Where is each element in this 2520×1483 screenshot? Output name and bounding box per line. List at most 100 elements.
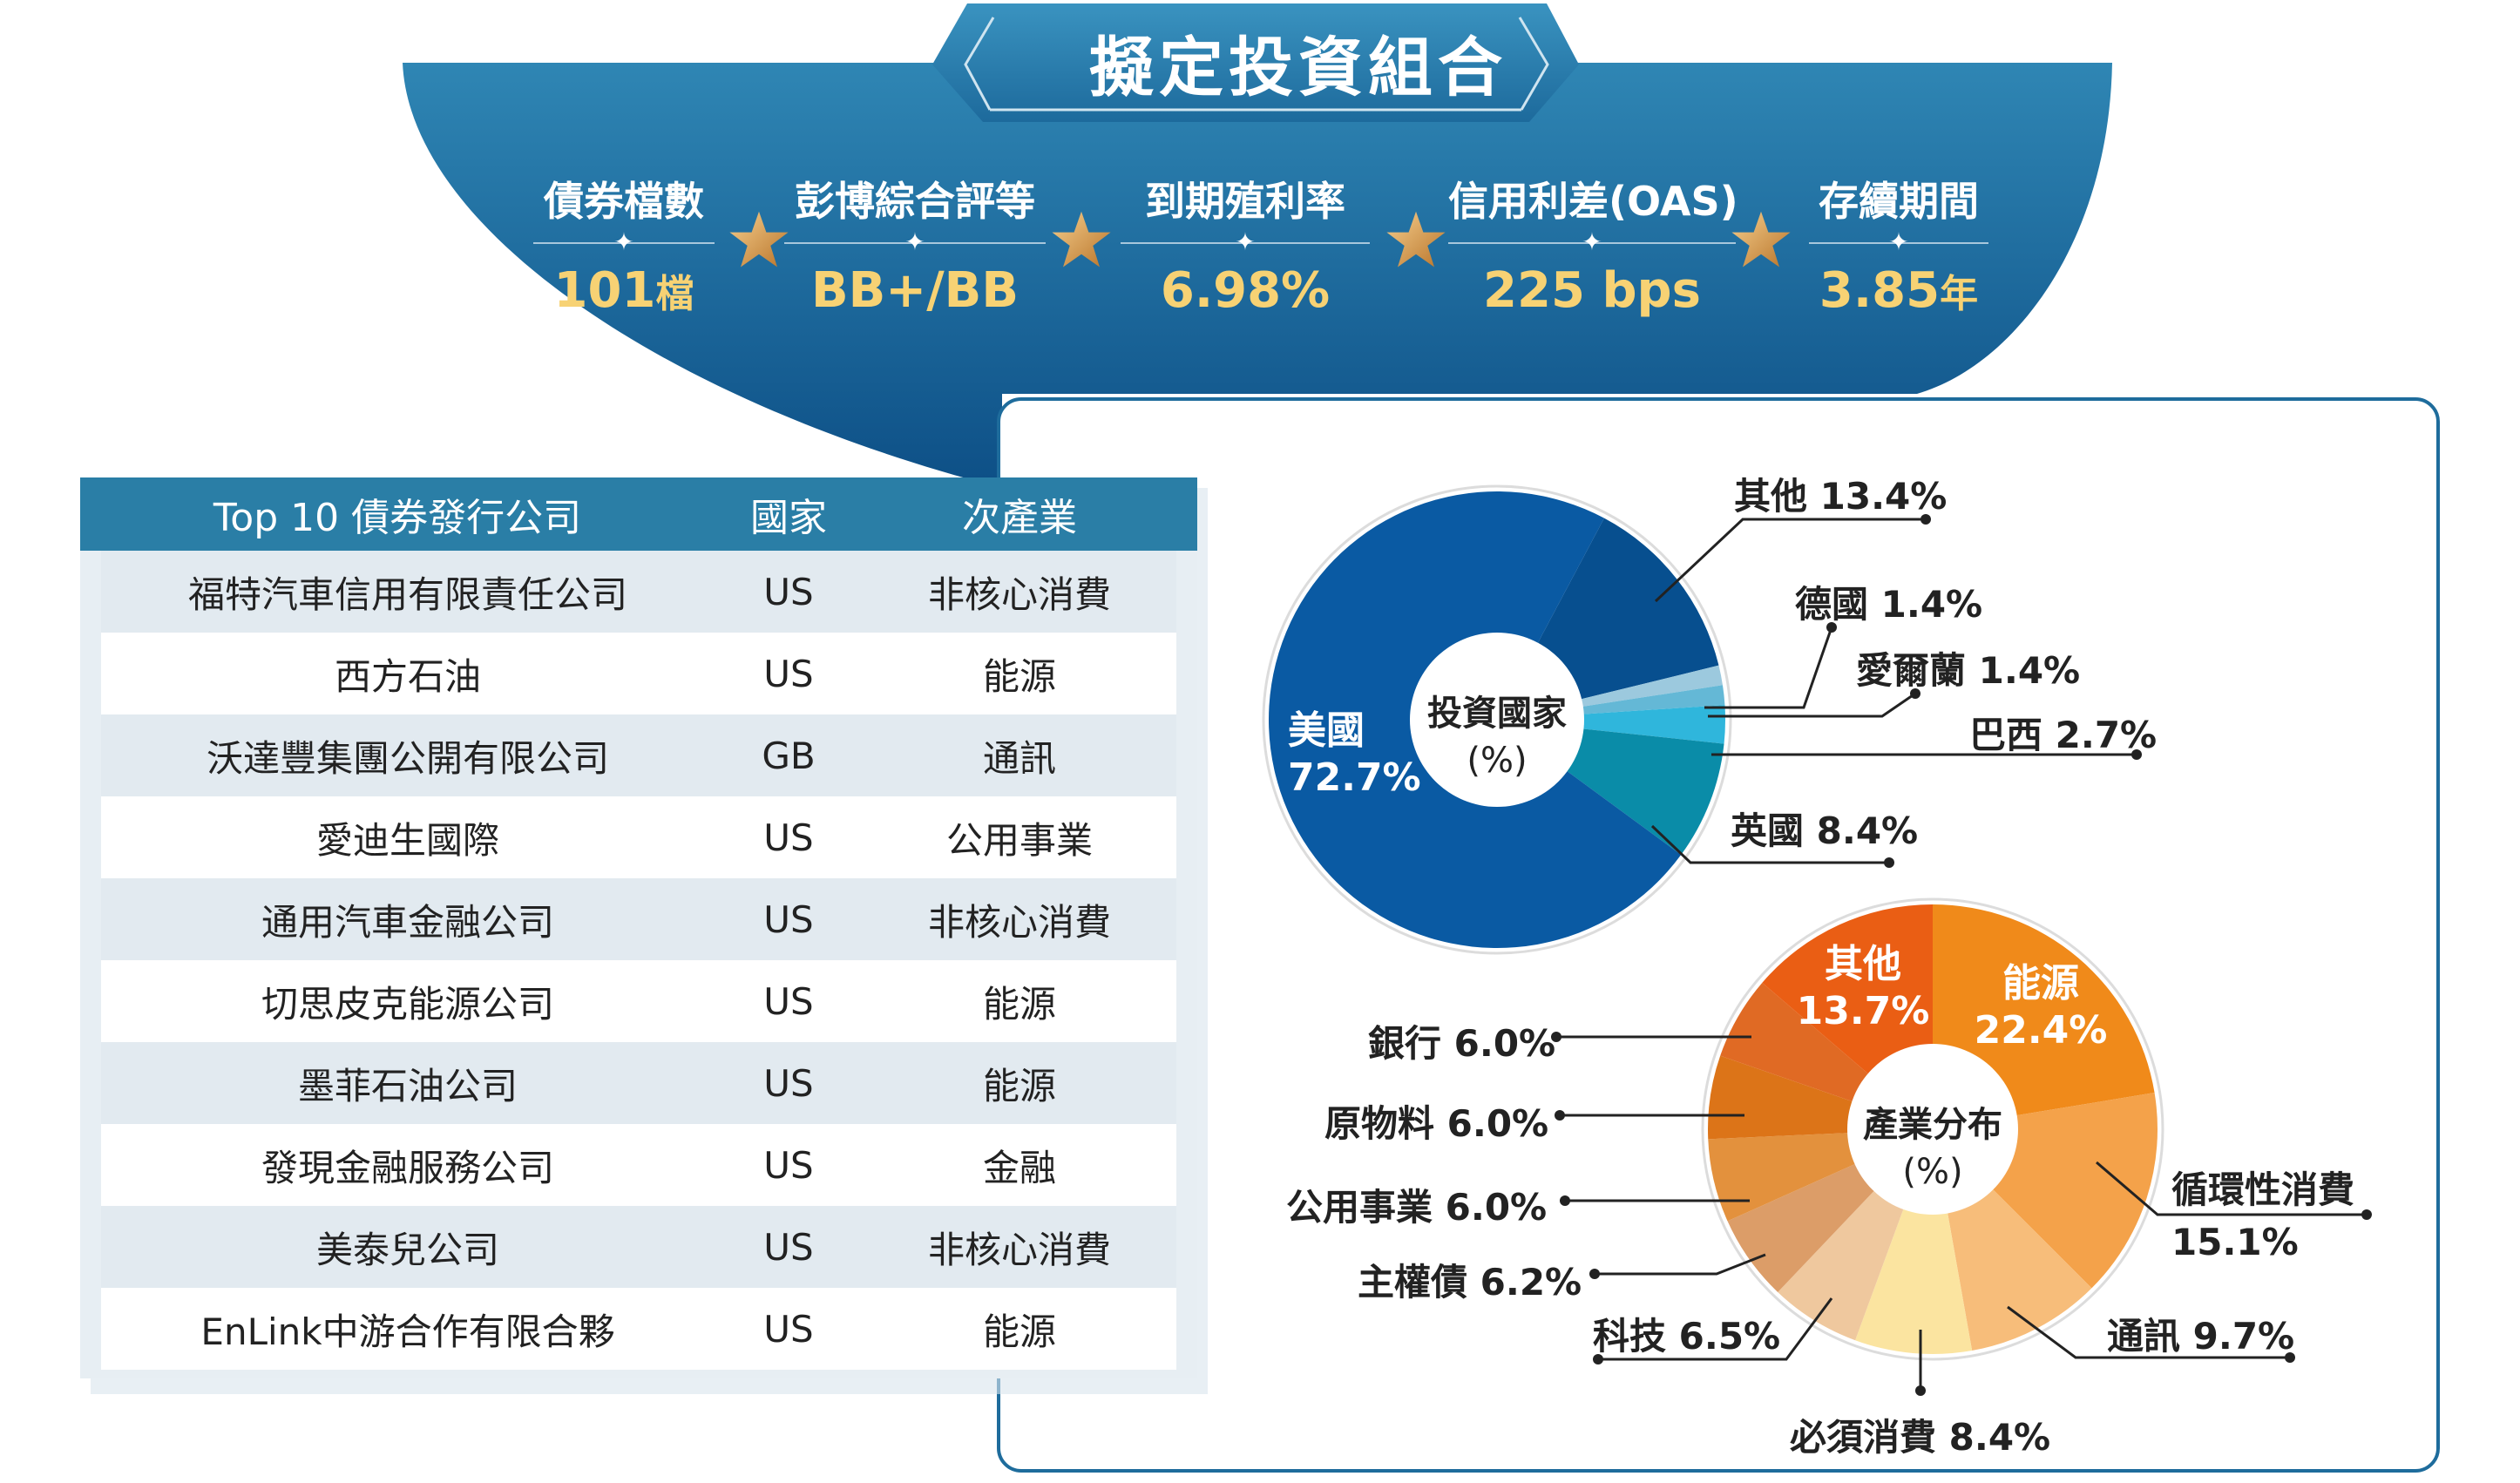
stat-value: 225 bps	[1483, 262, 1701, 319]
table-row: 愛迪生國際 US 公用事業	[101, 796, 1176, 878]
cell-company: 沃達豐集團公開有限公司	[206, 736, 609, 780]
cell-country: US	[763, 1143, 814, 1187]
stat-yield: 到期殖利率 ✦ 6.98%	[1121, 171, 1370, 326]
sparkle-icon: ✦	[904, 227, 925, 256]
leader-lines	[1551, 514, 2372, 1396]
leader-brazil-dot	[2131, 749, 2142, 760]
slice-label-ireland: 愛爾蘭 1.4%	[1856, 649, 2081, 692]
slice-label-technology: 科技 6.5%	[1593, 1315, 1781, 1358]
slice-label-communications: 通訊 9.7%	[2107, 1315, 2295, 1358]
stat-value: BB+/BB	[810, 262, 1020, 319]
cell-sector: 非核心消費	[927, 900, 1111, 944]
column-header: 次產業	[962, 496, 1077, 540]
cell-company: 切思皮克能源公司	[261, 982, 554, 1026]
stat-value: 3.85年	[1819, 262, 1979, 319]
cell-country: US	[763, 816, 814, 859]
leader-communications-dot	[2285, 1352, 2295, 1363]
cell-country: US	[763, 570, 814, 613]
cell-sector: 能源	[982, 1064, 1056, 1107]
stat-duration: 存續期間 ✦ 3.85年	[1809, 171, 1988, 326]
leader-other-dot	[1920, 514, 1931, 525]
leader-consumer-cyclical-dot	[2361, 1209, 2372, 1220]
cell-sector: 能源	[982, 982, 1056, 1026]
country-pie	[1262, 484, 1732, 955]
slice-label-energy: 能源 22.4%	[1974, 961, 2108, 1053]
slice-label-consumer-cyclical: 循環性消費 15.1%	[2171, 1168, 2355, 1263]
table-row: 美泰兒公司 US 非核心消費	[101, 1206, 1176, 1288]
stat-value: 6.98%	[1160, 262, 1331, 319]
cell-country: GB	[762, 734, 816, 777]
industry-pie-center-label: 產業分布 (%)	[1863, 1105, 2002, 1192]
stat-label: 到期殖利率	[1145, 178, 1345, 225]
leader-technology-dot	[1593, 1354, 1603, 1364]
slice-label-banking: 銀行 6.0%	[1368, 1022, 1556, 1065]
cell-country: US	[763, 1307, 814, 1351]
cell-sector: 能源	[982, 654, 1056, 698]
stat-bond-count: 債券檔數 ✦ 101檔	[533, 171, 715, 326]
leader-communications	[2007, 1305, 2290, 1359]
table-row: EnLink中游合作有限合夥 US 能源	[101, 1288, 1176, 1370]
stat-divider: ✦	[784, 230, 1046, 254]
cell-sector: 能源	[982, 1310, 1056, 1353]
stat-rating: 彭博綜合評等 ✦ BB+/BB	[784, 171, 1046, 326]
slice-label-sovereign: 主權債 6.2%	[1358, 1261, 1582, 1304]
slice-label-utilities: 公用事業 6.0%	[1286, 1186, 1548, 1229]
leader-banking-dot	[1551, 1032, 1561, 1042]
table-row: 福特汽車信用有限責任公司 US 非核心消費	[101, 551, 1176, 633]
cell-company: 愛迪生國際	[315, 818, 499, 862]
cell-company: EnLink中游合作有限合夥	[200, 1310, 615, 1353]
header-banner	[403, 63, 2112, 488]
cell-company: 西方石油	[334, 654, 481, 698]
star-icon	[1052, 211, 1111, 267]
leader-consumer-cyclical	[2096, 1161, 2367, 1216]
table-row: 西方石油 US 能源	[101, 633, 1176, 714]
leader-uk	[1650, 824, 1889, 864]
stat-label: 信用利差(OAS)	[1448, 178, 1738, 225]
stat-label: 彭博綜合評等	[795, 178, 1035, 225]
column-header: 國家	[750, 496, 827, 540]
title-tab	[932, 3, 1579, 122]
sparkle-icon: ✦	[613, 227, 634, 256]
cell-country: US	[763, 1225, 814, 1269]
industry-pie	[1701, 897, 2164, 1361]
stat-value: 101檔	[553, 262, 694, 319]
stat-divider: ✦	[1121, 230, 1370, 254]
slice-label-materials: 原物料 6.0%	[1324, 1102, 1549, 1145]
slice-label-other: 其他 13.4%	[1734, 475, 1948, 518]
stat-divider: ✦	[1448, 230, 1736, 254]
column-header: Top 10 債券發行公司	[213, 496, 582, 540]
leader-ireland-dot	[1910, 688, 1920, 699]
cell-sector: 通訊	[982, 736, 1056, 780]
cell-country: US	[763, 979, 814, 1023]
table-row: 墨菲石油公司 US 能源	[101, 1042, 1176, 1124]
industry-pie-center-hole	[1847, 1044, 2018, 1215]
leader-germany	[1704, 626, 1833, 709]
leader-germany-dot	[1826, 622, 1837, 633]
slice-label-consumer-staples: 必須消費 8.4%	[1790, 1416, 2051, 1459]
country-pie-center-hole	[1410, 633, 1584, 807]
stat-divider: ✦	[1809, 230, 1988, 254]
cell-country: US	[763, 897, 814, 941]
leader-materials-dot	[1555, 1110, 1565, 1121]
industry-pie-slice-3	[1855, 1129, 1973, 1355]
slice-label-uk: 英國 8.4%	[1731, 809, 1919, 852]
country-pie-slice-3	[1497, 705, 1726, 744]
cell-company: 福特汽車信用有限責任公司	[187, 572, 627, 616]
table-header: Top 10 債券發行公司 國家 次產業	[80, 477, 1197, 551]
cell-company: 發現金融服務公司	[261, 1146, 554, 1189]
table-row: 切思皮克能源公司 US 能源	[101, 960, 1176, 1042]
cell-sector: 非核心消費	[927, 1228, 1111, 1271]
stat-spread: 信用利差(OAS) ✦ 225 bps	[1448, 171, 1738, 326]
leader-technology	[1598, 1297, 1833, 1361]
sparkle-icon: ✦	[1888, 227, 1909, 256]
star-icon	[1731, 211, 1791, 267]
slice-label-us: 美國 72.7%	[1288, 708, 1421, 800]
cell-sector: 非核心消費	[927, 572, 1111, 616]
stat-label: 存續期間	[1819, 178, 1979, 225]
cell-sector: 金融	[982, 1146, 1056, 1189]
cell-sector: 公用事業	[945, 818, 1093, 862]
star-icon	[1386, 211, 1446, 267]
country-pie-center-label: 投資國家 (%)	[1427, 694, 1567, 781]
leader-utilities-dot	[1560, 1195, 1570, 1206]
